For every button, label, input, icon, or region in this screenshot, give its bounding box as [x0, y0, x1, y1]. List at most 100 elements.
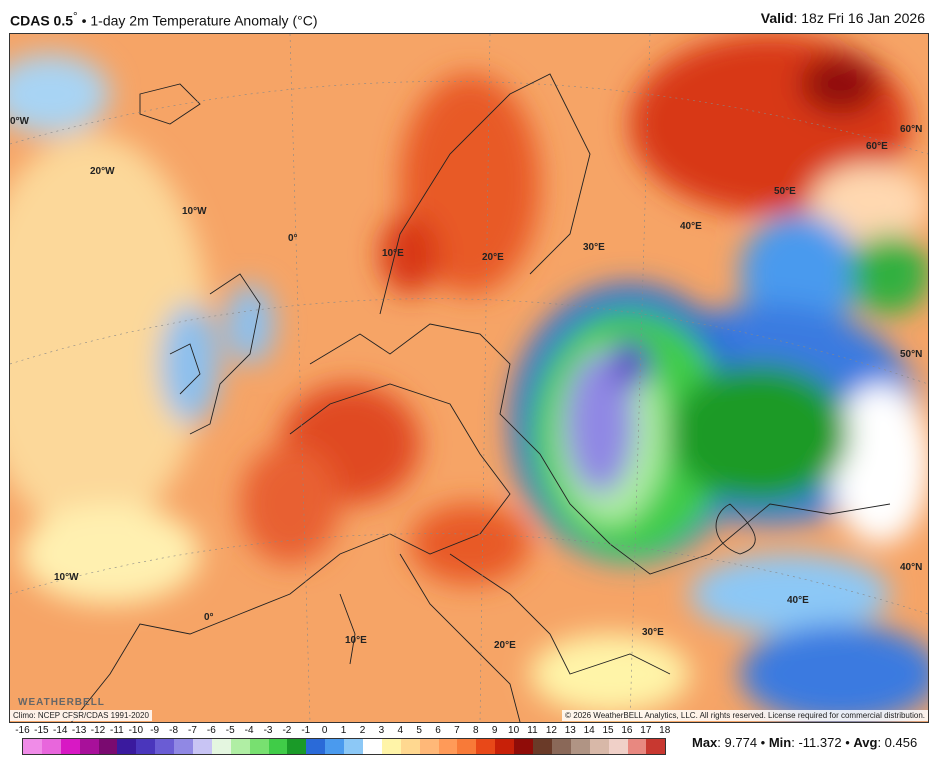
colorbar-tick: -1 — [301, 725, 311, 736]
lon-label: 20°E — [494, 640, 516, 651]
colorbar-tick: 7 — [454, 725, 460, 736]
colorbar-tick: -7 — [188, 725, 197, 736]
colorbar-tick: 17 — [640, 725, 652, 736]
lon-label: 40°E — [787, 595, 809, 606]
colorbar-tick: -9 — [150, 725, 160, 736]
colorbar-swatch — [79, 739, 99, 754]
map-line — [309, 323, 891, 575]
map-line — [715, 503, 756, 555]
colorbar-tick: 4 — [397, 725, 404, 736]
map-line — [449, 553, 671, 675]
colorbar-swatch — [551, 739, 571, 754]
anomaly-region — [565, 354, 635, 494]
colorbar-swatch — [419, 739, 439, 754]
anomaly-field — [10, 34, 928, 722]
lon-label: 50°E — [774, 186, 796, 197]
anomaly-region — [800, 54, 880, 114]
lon-label: 10°W — [182, 206, 207, 217]
lat-label: 60°N — [900, 124, 923, 135]
lon-label: 60°E — [866, 141, 888, 152]
lon-label: 10°E — [345, 635, 367, 646]
colorbar-tick: -3 — [263, 725, 273, 736]
colorbar-tick: -14 — [53, 725, 68, 736]
copyright: © 2026 WeatherBELL Analytics, LLC. All r… — [562, 710, 928, 721]
lon-label: 0°W — [10, 116, 29, 127]
lon-label: 20°W — [90, 166, 115, 177]
colorbar-swatch — [514, 739, 534, 754]
colorbar-swatch — [117, 739, 137, 754]
lon-label: 10°W — [54, 572, 79, 583]
colorbar-swatch — [646, 739, 666, 754]
anomaly-region — [20, 504, 200, 604]
colorbar-swatch — [495, 739, 515, 754]
temperature-anomaly-map[interactable]: 0°W 20°W 10°W 0° 10°E 20°E 30°E 40°E 50°… — [9, 33, 929, 723]
colorbar-swatch — [438, 739, 458, 754]
colorbar-swatch — [193, 739, 212, 754]
colorbar-swatch — [211, 739, 231, 754]
anomaly-region — [670, 364, 850, 504]
colorbar-tick: -2 — [282, 725, 292, 736]
colorbar-tick: 18 — [659, 725, 671, 736]
map-line — [10, 298, 928, 385]
anomaly-region — [240, 444, 340, 564]
anomaly-region — [530, 634, 690, 714]
colorbar-swatch — [174, 739, 194, 754]
colorbar-tick: 14 — [583, 725, 595, 736]
colorbar-tick: 8 — [473, 725, 479, 736]
lon-label: 0° — [288, 233, 298, 244]
anomaly-region — [830, 384, 928, 544]
colorbar-ticks: -16 -15 -14 -13 -12 -11 -10 -9 -8 -7 -6 -5 -4 -3 -2 -1 0… — [13, 725, 674, 736]
colorbar-tick: -13 — [71, 725, 87, 736]
lon-label: 30°E — [642, 627, 664, 638]
colorbar-tick: -8 — [169, 725, 179, 736]
colorbar-swatch — [457, 739, 477, 754]
lat-label: 40°N — [900, 562, 923, 573]
climo-note: Climo: NCEP CFSR/CDAS 1991-2020 — [10, 710, 152, 721]
colorbar-swatch — [325, 739, 345, 754]
lat-label: 50°N — [900, 349, 923, 360]
colorbar-tick: 15 — [602, 725, 614, 736]
lon-label: 20°E — [482, 252, 504, 263]
map-line — [339, 593, 356, 665]
colorbar-swatch — [306, 739, 326, 754]
lon-label: 10°E — [382, 248, 404, 259]
colorbar — [22, 738, 667, 755]
colorbar-swatch — [249, 739, 269, 754]
weatherbell-logo: WEATHERBELL — [18, 697, 105, 708]
colorbar-swatch — [268, 739, 288, 754]
lon-label: 40°E — [680, 221, 702, 232]
colorbar-swatch — [60, 739, 80, 754]
colorbar-swatch — [381, 739, 401, 754]
colorbar-swatch — [570, 739, 590, 754]
colorbar-tick: 9 — [491, 725, 498, 736]
colorbar-tick: 6 — [435, 725, 441, 736]
colorbar-tick: 5 — [416, 725, 422, 736]
colorbar-tick: -12 — [90, 725, 106, 736]
anomaly-region — [410, 504, 530, 584]
colorbar-tick: 12 — [545, 725, 557, 736]
map-line — [399, 553, 521, 722]
anomaly-region — [740, 624, 928, 722]
anomaly-region — [10, 54, 110, 134]
colorbar-swatch — [41, 739, 61, 754]
colorbar-tick: 3 — [378, 725, 385, 736]
anomaly-region — [690, 554, 890, 634]
colorbar-tick: -15 — [34, 725, 49, 736]
map-line — [139, 83, 201, 125]
lon-label: 30°E — [583, 242, 605, 253]
colorbar-swatch — [627, 739, 647, 754]
colorbar-tick: -4 — [244, 725, 254, 736]
colorbar-swatch — [589, 739, 609, 754]
colorbar-tick: 1 — [340, 725, 347, 736]
colorbar-tick: -11 — [110, 725, 124, 736]
colorbar-tick: -5 — [225, 725, 235, 736]
colorbar-swatch — [533, 739, 552, 754]
lon-label: 0° — [204, 612, 214, 623]
anomaly-region — [10, 134, 210, 534]
colorbar-swatch — [608, 739, 628, 754]
colorbar-tick: -16 — [15, 725, 30, 736]
colorbar-tick: 16 — [621, 725, 633, 736]
colorbar-swatch — [476, 739, 496, 754]
anomaly-region — [160, 304, 220, 424]
colorbar-swatch — [344, 739, 364, 754]
